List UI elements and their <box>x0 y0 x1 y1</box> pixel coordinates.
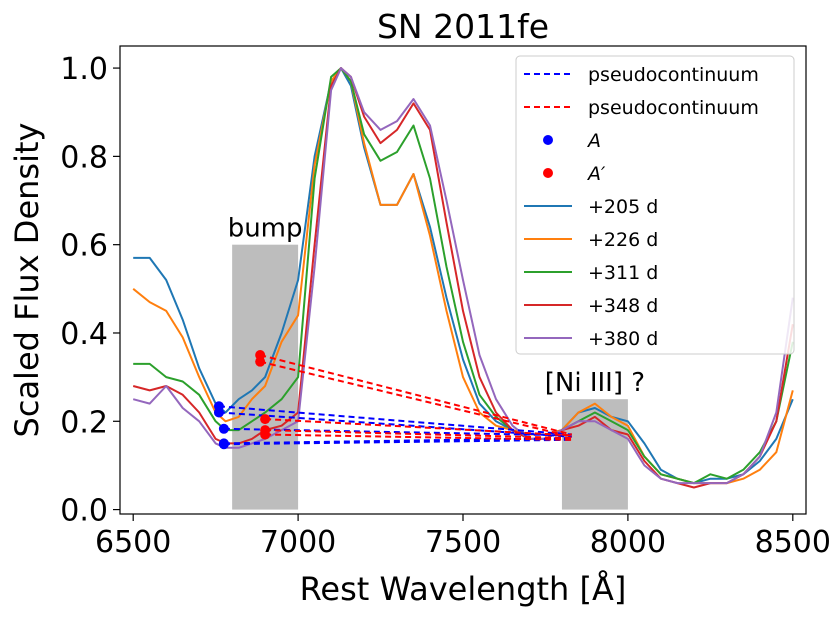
legend-label: A <box>586 130 601 152</box>
legend-item: +311 d <box>524 262 658 284</box>
point-a-5 <box>218 439 229 450</box>
legend-label: pseudocontinuum <box>588 97 759 119</box>
legend-box <box>515 55 795 355</box>
x-tick-label: 6500 <box>95 525 171 560</box>
axis-ticks: 6500 7000 7500 8000 8500 0.0 0.2 0.4 0.6 0.8 1.0 <box>60 52 830 560</box>
legend-item: +226 d <box>524 229 658 251</box>
marker-points <box>213 350 271 450</box>
legend-item: A <box>543 130 601 152</box>
y-tick-label: 0.6 <box>60 229 108 264</box>
legend-marker <box>543 168 553 178</box>
pseudocontinuum-blue-segment-5 <box>223 438 572 446</box>
y-tick-label: 0.4 <box>60 317 108 352</box>
point-a-3 <box>218 423 229 434</box>
point-a-2 <box>213 407 224 418</box>
legend: pseudocontinuum pseudocontinuum A A′ +205 d +… <box>515 55 795 355</box>
pseudocontinuum-red-segment-2 <box>259 360 573 438</box>
pseudocontinuum-red-segment-3 <box>265 418 572 437</box>
legend-item: +348 d <box>524 295 658 317</box>
point-a-prime-3 <box>260 414 271 425</box>
region-label-bump: bump <box>228 214 303 244</box>
legend-label: +205 d <box>588 196 658 218</box>
pseudocontinuum-red-segment-5 <box>265 433 572 441</box>
legend-label: +380 d <box>588 328 658 350</box>
series-line-380d <box>132 67 794 485</box>
x-tick-label: 7500 <box>425 525 501 560</box>
pseudocontinuum-red-segment-4 <box>265 429 572 440</box>
region-label-ni-iii: [Ni III] ? <box>545 368 645 398</box>
x-tick-label: 8500 <box>755 525 830 560</box>
legend-item: pseudocontinuum <box>524 64 759 86</box>
pseudocontinuum-blue-segment-2 <box>218 411 572 438</box>
pseudocontinuum-blue-segment-3 <box>223 427 572 437</box>
legend-item: pseudocontinuum <box>524 97 759 119</box>
legend-label: +311 d <box>588 262 658 284</box>
y-tick-label: 1.0 <box>60 52 108 87</box>
x-tick-label: 7000 <box>260 525 336 560</box>
legend-item: A′ <box>543 163 606 185</box>
legend-label: pseudocontinuum <box>588 64 759 86</box>
point-a-prime-5 <box>260 429 271 440</box>
pseudocontinuum-blue-segment-1 <box>218 405 572 436</box>
legend-label: +226 d <box>588 229 658 251</box>
y-tick-label: 0.0 <box>60 494 108 529</box>
series-line-311d <box>133 67 794 485</box>
region-ni-iii <box>561 399 628 510</box>
legend-label: A′ <box>586 163 606 185</box>
y-axis-label: Scaled Flux Density <box>8 123 46 438</box>
pseudocontinuum-red-segment-1 <box>259 354 573 436</box>
y-tick-label: 0.8 <box>60 140 108 175</box>
y-tick-label: 0.2 <box>60 405 108 440</box>
pseudocontinuum-lines <box>218 354 573 446</box>
x-tick-label: 8000 <box>590 525 666 560</box>
legend-item: +380 d <box>524 328 658 350</box>
point-a-prime-2 <box>255 356 266 367</box>
x-axis-label: Rest Wavelength [Å] <box>300 570 627 608</box>
legend-label: +348 d <box>588 295 658 317</box>
pseudocontinuum-blue-segment-4 <box>223 437 572 445</box>
legend-marker <box>543 135 553 145</box>
legend-item: +205 d <box>524 196 658 218</box>
chart-title: SN 2011fe <box>377 7 549 46</box>
